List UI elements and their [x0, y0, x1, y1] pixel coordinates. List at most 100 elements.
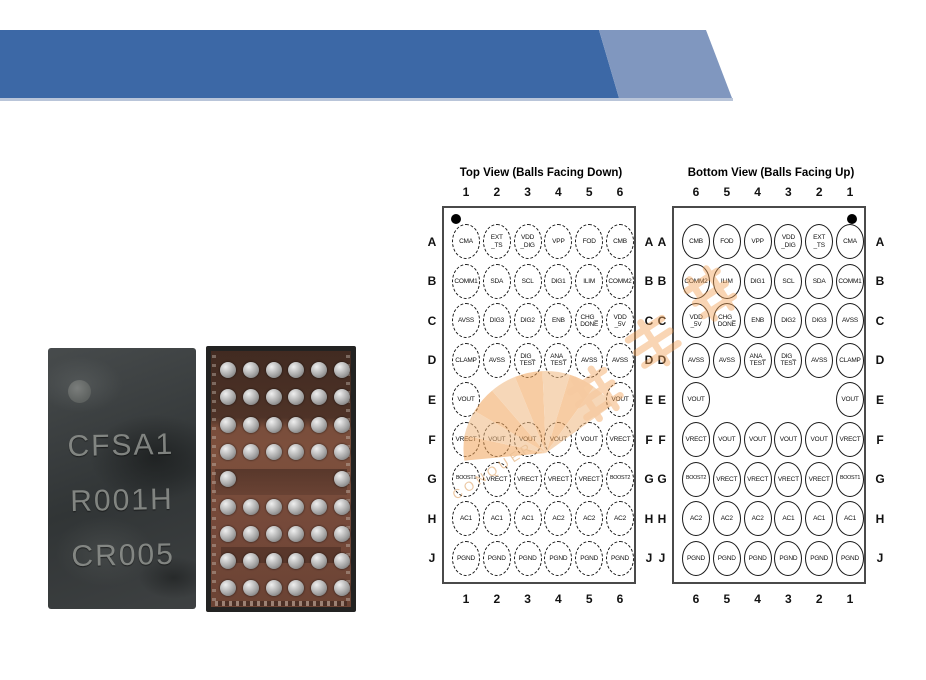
ball-D2: AVSS	[805, 342, 834, 378]
ball-J5: PGND	[712, 540, 741, 576]
top-row-label-B: B	[427, 274, 437, 289]
ball-B6: COMM2	[606, 263, 634, 299]
ball-C5: CHG_ DONE	[575, 303, 604, 339]
ball-E6: VOUT	[606, 382, 634, 418]
top-row-label-A: A	[644, 234, 654, 249]
top-col-label-5: 5	[585, 592, 593, 606]
ball-J4: PGND	[544, 540, 573, 576]
top-col-label-3: 3	[524, 185, 531, 199]
ball-A6: CMB	[606, 224, 634, 259]
ball-B3: SCL	[513, 263, 542, 299]
bottom-view-title: Bottom View (Balls Facing Up)	[687, 167, 855, 179]
ball-J4: PGND	[743, 540, 772, 576]
ball-G2: VRECT	[805, 461, 834, 497]
bottom-view-package-outline: CMB FOD VPP VDD _DIG EXT _TS CMA COMM2 ILIM DIG1…	[672, 206, 866, 584]
top-col-label-6: 6	[616, 592, 624, 606]
pcb-solder-ball	[265, 362, 282, 378]
ball-F2: VOUT	[805, 422, 834, 457]
ball-C6: VDD _5V	[682, 303, 710, 339]
bottom-row-label-E: E	[657, 392, 666, 407]
ball-D3: DIG_ TEST	[513, 342, 542, 378]
ball-H1: AC1	[836, 501, 864, 537]
bottom-col-label-2: 2	[815, 185, 823, 199]
pcb-solder-ball	[220, 471, 236, 488]
pcb-solder-ball	[334, 362, 350, 378]
pcb-trace-band	[215, 469, 347, 495]
top-col-label-2: 2	[493, 592, 501, 606]
bottom-row-label-A: A	[657, 234, 667, 249]
ball-J6: PGND	[606, 540, 634, 576]
bottom-row-label-C: C	[875, 313, 885, 328]
ball-H4: AC2	[544, 501, 573, 537]
ball-G2: VRECT	[482, 461, 511, 497]
ball-F5: VOUT	[712, 422, 741, 457]
ball-C3: DIG2	[513, 303, 542, 339]
pcb-edge-pads-left	[212, 355, 216, 603]
top-view-title: Top View (Balls Facing Down)	[459, 167, 623, 179]
pcb-solder-ball	[311, 362, 328, 378]
pcb-solder-ball	[220, 389, 236, 406]
pcb-solder-ball	[311, 389, 328, 406]
pcb-solder-ball	[220, 553, 236, 570]
pcb-solder-ball	[288, 553, 305, 570]
bottom-row-label-G: G	[875, 472, 885, 487]
pcb-solder-ball	[288, 580, 305, 597]
pcb-solder-ball	[334, 389, 350, 406]
top-row-label-G: G	[644, 472, 654, 487]
top-col-label-5: 5	[585, 185, 593, 199]
pcb-solder-ball	[242, 416, 259, 433]
bottom-row-label-J: J	[658, 551, 666, 566]
ball-C5: CHG_ DONE	[712, 303, 741, 339]
pcb-solder-ball	[334, 525, 350, 542]
ball-B2: SDA	[482, 263, 511, 299]
top-row-label-F: F	[428, 432, 436, 447]
pcb-solder-ball	[311, 498, 328, 515]
header-band-underline	[0, 98, 733, 101]
ball-J5: PGND	[575, 540, 604, 576]
top-row-label-E: E	[427, 392, 436, 407]
bottom-row-label-B: B	[875, 274, 885, 289]
ball-F6: VRECT	[606, 422, 634, 457]
top-row-label-G: G	[427, 472, 437, 487]
bottom-row-label-F: F	[658, 432, 666, 447]
pcb-solder-ball	[220, 416, 236, 433]
ball-H3: AC1	[513, 501, 542, 537]
pcb-solder-ball	[242, 525, 259, 542]
chip-marking-line-1: CFSA1	[67, 427, 175, 464]
pcb-solder-ball	[311, 416, 328, 433]
pcb-solder-ball	[265, 580, 282, 597]
chip-ball-side-photo	[206, 346, 356, 612]
chip-marking-text: CFSA1 R001H CR005	[46, 416, 197, 584]
ball-A3: VDD _DIG	[513, 224, 542, 259]
ball-G1: BOOST1	[452, 461, 480, 497]
top-row-label-D: D	[427, 353, 437, 368]
pcb-solder-ball	[334, 580, 350, 597]
bottom-col-label-5: 5	[723, 185, 731, 199]
pcb-solder-ball	[220, 525, 236, 542]
ball-H6: AC2	[606, 501, 634, 537]
ball-D5: AVSS	[575, 342, 604, 378]
top-col-label-1: 1	[462, 592, 470, 606]
ball-H2: AC1	[482, 501, 511, 537]
ball-J1: PGND	[452, 540, 480, 576]
pcb-solder-ball	[265, 389, 282, 406]
pcb-solder-ball	[265, 498, 282, 515]
bottom-row-label-C: C	[657, 313, 667, 328]
pcb-solder-ball	[220, 498, 236, 515]
ball-B1: COMM1	[836, 263, 864, 299]
ball-J2: PGND	[805, 540, 834, 576]
ball-C2: DIG3	[805, 303, 834, 339]
top-view-package-outline: CMA EXT _TS VDD _DIG VPP FOD CMB COMM1 SDA SCL DI…	[442, 206, 636, 584]
ball-E1: VOUT	[452, 382, 480, 418]
pcb-solder-ball	[334, 443, 350, 460]
pcb-solder-ball	[265, 416, 282, 433]
pcb-edge-pads-bottom	[215, 601, 347, 606]
top-col-label-4: 4	[555, 185, 562, 199]
ball-C4: ENB	[544, 303, 573, 339]
pcb-solder-ball	[265, 553, 282, 570]
ball-H1: AC1	[452, 501, 480, 537]
ball-H4: AC2	[743, 501, 772, 537]
pcb-solder-ball	[242, 443, 259, 460]
ball-F5: VOUT	[575, 422, 604, 457]
pcb-solder-ball	[311, 580, 328, 597]
